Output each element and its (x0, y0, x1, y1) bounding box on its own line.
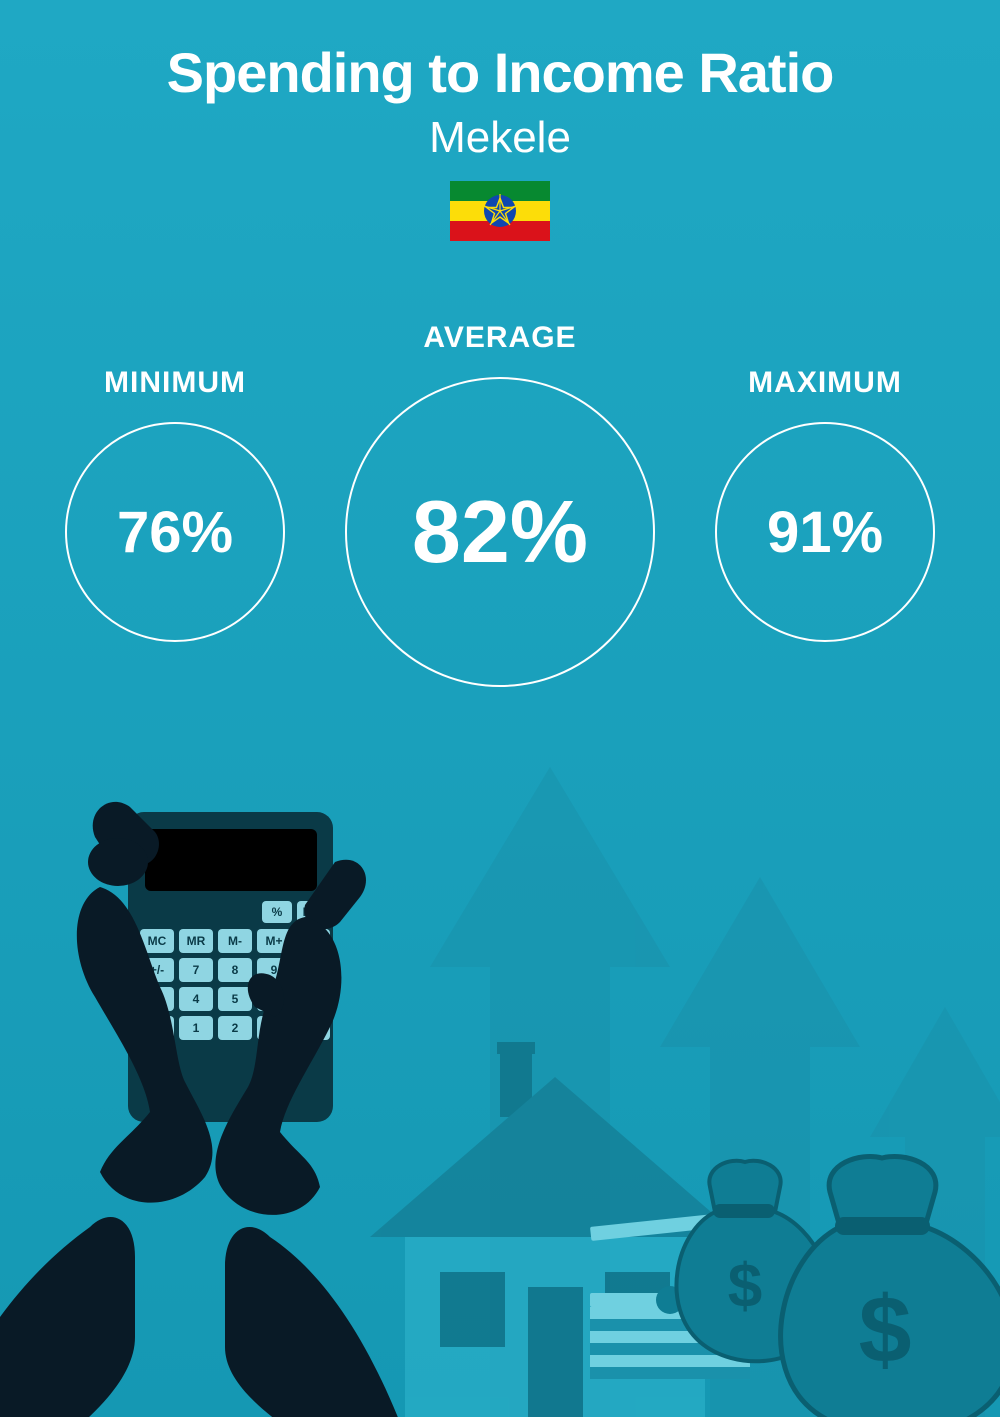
svg-text:4: 4 (193, 992, 200, 1006)
svg-text:$: $ (859, 1277, 912, 1383)
svg-text:7: 7 (193, 963, 200, 977)
svg-text:%: % (272, 905, 283, 919)
stat-circle: 91% (715, 422, 935, 642)
arrows-icon (430, 767, 1000, 1417)
stat-circle: 82% (345, 377, 655, 687)
stat-label: MINIMUM (65, 366, 285, 400)
svg-text:9: 9 (271, 963, 278, 977)
money-bag-small-icon: $ (676, 1161, 830, 1362)
stat-value: 91% (767, 499, 883, 566)
svg-text:▶: ▶ (151, 992, 162, 1006)
stat-circle: 76% (65, 422, 285, 642)
decorative-illustration: $ $ %MU MCMRM-M+÷ +/ (0, 717, 1000, 1417)
house-icon (370, 1042, 740, 1417)
svg-text:3: 3 (271, 1021, 278, 1035)
hands-calculator-icon: % MU MC MR M- M+ ÷ +/- 7 8 9 × ▶ 4 5 6 − C/A 1 2 3 + (0, 802, 440, 1417)
svg-text:$: $ (728, 1252, 762, 1321)
svg-text:6: 6 (271, 992, 278, 1006)
cash-stack-icon (590, 1210, 751, 1379)
stat-label: AVERAGE (345, 321, 655, 355)
svg-text:1: 1 (193, 1021, 200, 1035)
svg-text:M-: M- (228, 934, 242, 948)
svg-text:MU: MU (303, 905, 322, 919)
svg-text:5: 5 (232, 992, 239, 1006)
stats-row: MINIMUM 76% AVERAGE 82% MAXIMUM 91% (0, 321, 1000, 687)
stat-maximum: MAXIMUM 91% (715, 366, 935, 642)
svg-text:C/A: C/A (147, 1021, 168, 1035)
svg-text:÷: ÷ (310, 934, 317, 948)
stat-value: 76% (117, 499, 233, 566)
stat-average: AVERAGE 82% (345, 321, 655, 687)
svg-text:+/-: +/- (150, 963, 164, 977)
page-title: Spending to Income Ratio (0, 40, 1000, 105)
svg-text:MR: MR (187, 934, 206, 948)
svg-text:8: 8 (232, 963, 239, 977)
svg-text:M+: M+ (265, 934, 282, 948)
svg-text:×: × (309, 963, 316, 977)
svg-text:2: 2 (232, 1021, 239, 1035)
svg-text:MC: MC (148, 934, 167, 948)
stat-label: MAXIMUM (715, 366, 935, 400)
stat-value: 82% (412, 481, 588, 583)
money-bag-large-icon: $ (781, 1156, 1000, 1417)
header: Spending to Income Ratio Mekele (0, 0, 1000, 241)
stat-minimum: MINIMUM 76% (65, 366, 285, 642)
page-subtitle: Mekele (0, 113, 1000, 163)
svg-text:−: − (309, 992, 316, 1006)
svg-text:+: + (309, 1021, 316, 1035)
ethiopia-flag-icon (450, 181, 550, 241)
